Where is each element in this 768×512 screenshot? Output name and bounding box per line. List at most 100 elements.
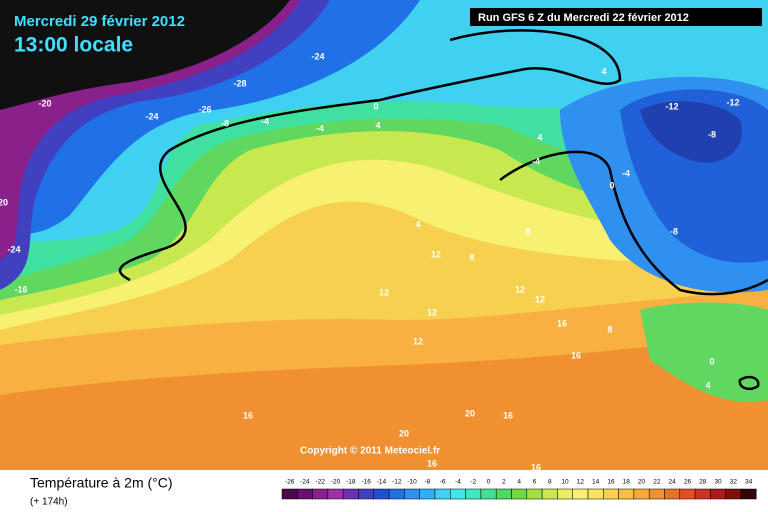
contour-label: -4: [532, 156, 540, 166]
scale-cell: [327, 488, 344, 500]
contour-label: -4: [316, 123, 324, 133]
scale-tick-label: 10: [561, 479, 569, 486]
contour-label: 4: [705, 380, 710, 390]
run-info: Run GFS 6 Z du Mercredi 22 février 2012: [478, 12, 689, 24]
color-scale: -26 -24 -22 -20 -18 -16 -14 -12 -10 -8 -6 -4 -2 0 2 4 6 8…: [281, 479, 757, 500]
contour-label: 16: [243, 410, 253, 420]
contour-label: 12: [427, 307, 437, 317]
contour-label: 12: [413, 336, 423, 346]
scale-tick-label: 26: [684, 479, 692, 486]
scale-tick-label: -4: [455, 479, 461, 486]
contour-label: 12: [535, 294, 545, 304]
scale-cell: [557, 488, 573, 500]
scale-tick-label: 34: [745, 479, 753, 486]
legend-title: Température à 2m (°C): [30, 475, 173, 491]
map-subtitle: 13:00 locale: [14, 34, 133, 57]
scale-tick-label: 18: [623, 479, 631, 486]
contour-label: 20: [465, 408, 475, 418]
scale-tick-label: -2: [470, 479, 476, 486]
contour-label: -12: [726, 97, 739, 107]
scale-tick-label: 12: [577, 479, 585, 486]
contour-label: 20: [0, 197, 8, 207]
contour-label: -12: [665, 101, 678, 111]
scale-tick-label: 0: [487, 479, 491, 486]
scale-tick-label: -14: [377, 479, 387, 486]
contour-label: 16: [557, 318, 567, 328]
scale-cell: [603, 488, 619, 500]
scale-cell: [710, 488, 726, 500]
contour-label: 0: [373, 101, 378, 111]
contour-label: 4: [537, 132, 542, 142]
scale-tick-label: 6: [533, 479, 537, 486]
contour-label: 4: [601, 66, 606, 76]
contour-label: 16: [503, 410, 513, 420]
scale-tick-label: 28: [699, 479, 707, 486]
contour-label: 8: [607, 324, 612, 334]
scale-tick-label: -22: [316, 479, 326, 486]
scale-tick-label: 24: [669, 479, 677, 486]
scale-cell: [526, 488, 543, 500]
contour-label: -16: [14, 284, 27, 294]
contour-label: -24: [145, 111, 158, 121]
contour-label: -4: [261, 116, 269, 126]
scale-tick-label: 16: [607, 479, 615, 486]
contour-label: 12: [379, 287, 389, 297]
contour-label: -24: [311, 51, 324, 61]
contour-label: -28: [233, 78, 246, 88]
scale-tick-label: -26: [285, 479, 295, 486]
scale-tick-label: 22: [653, 479, 661, 486]
scale-tick-label: -8: [424, 479, 430, 486]
contour-label: 16: [531, 462, 541, 472]
copyright: Copyright © 2011 Meteociel.fr: [300, 446, 440, 457]
scale-cell: [419, 488, 436, 500]
scale-tick-label: 2: [502, 479, 506, 486]
map-title: Mercredi 29 février 2012: [14, 13, 185, 30]
zero-isotherm: [118, 29, 768, 391]
scale-tick-label: 20: [638, 479, 646, 486]
scale-cell: [679, 488, 696, 500]
scale-cell: [480, 488, 497, 500]
contour-label: 12: [515, 284, 525, 294]
scale-cell: [587, 488, 604, 500]
scale-cell: [465, 488, 482, 500]
scale-tick-label: 8: [548, 479, 552, 486]
scale-cell: [281, 488, 298, 500]
scale-cell: [312, 488, 329, 500]
contour-label: -8: [708, 129, 716, 139]
contour-label: 4: [415, 219, 420, 229]
contour-label: 8: [469, 252, 474, 262]
scale-tick-label: 32: [730, 479, 738, 486]
scale-tick-label: 4: [517, 479, 521, 486]
scale-cell: [633, 488, 650, 500]
scale-tick-label: -16: [361, 479, 371, 486]
scale-tick-label: -18: [346, 479, 356, 486]
scale-cell: [434, 488, 451, 500]
contour-labels: -24 -28 -20 -24 -26 -8 -4 0 -4 4 4 -12 -12 -8 4 -4 0 -4 -8…: [0, 51, 740, 472]
scale-cell: [694, 488, 711, 500]
run-box: [470, 8, 762, 26]
scale-cell: [725, 488, 742, 500]
contour-label: -8: [221, 118, 229, 128]
scale-cell: [388, 488, 405, 500]
contour-label: 0: [709, 356, 714, 366]
scale-cell: [342, 488, 359, 500]
scale-cell: [572, 488, 589, 500]
contour-label: 16: [571, 350, 581, 360]
scale-cell: [618, 488, 635, 500]
scale-cell: [648, 488, 665, 500]
scale-tick-label: -12: [392, 479, 402, 486]
contour-label: 4: [375, 120, 380, 130]
contour-label: 20: [399, 428, 409, 438]
scale-cell: [511, 488, 528, 500]
scale-tick-label: -6: [440, 479, 446, 486]
scale-cell: [495, 488, 512, 500]
contour-label: 12: [431, 249, 441, 259]
scale-cell: [541, 488, 558, 500]
scale-cell: [297, 488, 313, 500]
lead-time: (+ 174h): [30, 497, 68, 508]
scale-cell: [450, 488, 466, 500]
scale-tick-label: -24: [300, 479, 310, 486]
contour-label: 16: [427, 458, 437, 468]
contour-label: -20: [38, 98, 51, 108]
